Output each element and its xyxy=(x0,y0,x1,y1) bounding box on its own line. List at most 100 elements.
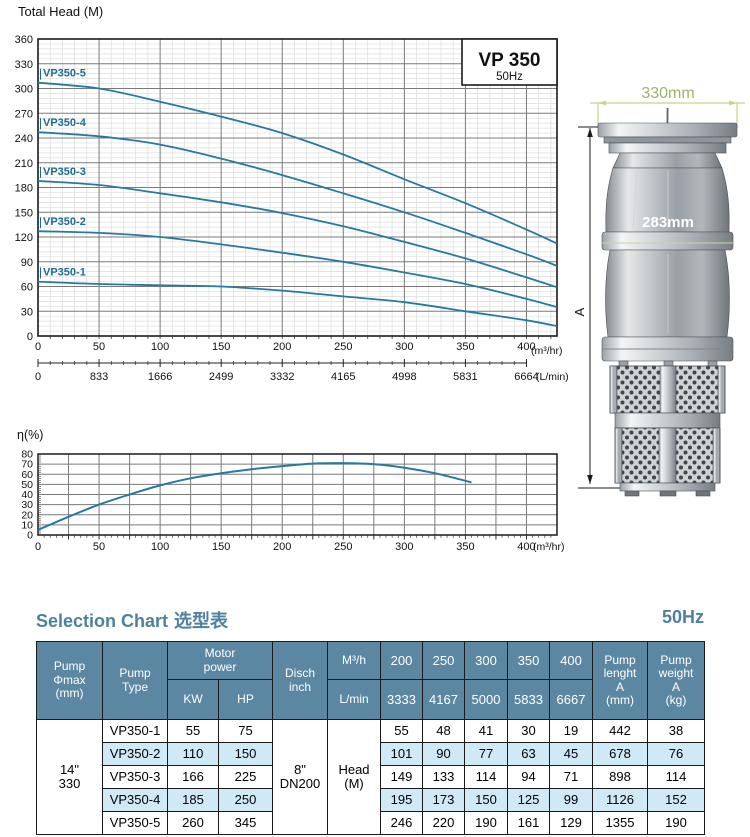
header-pump-phimax: Pump Φmax (mm) xyxy=(36,641,103,720)
pump-width-dim-label: 330mm xyxy=(641,85,694,102)
curve-label-VP350-5: VP350-5 xyxy=(43,68,86,80)
header-lmin-5833: 5833 xyxy=(507,679,550,720)
cell-kw: 55 xyxy=(167,719,219,743)
cell-pump-type: VP350-1 xyxy=(102,719,168,743)
cell-kw: 166 xyxy=(167,765,219,789)
cell-pump-weight: 76 xyxy=(647,742,705,766)
eff-x-tick-label: 200 xyxy=(273,541,291,553)
selection-table: Pump Φmax (mm) Pump Type Motor power Dis… xyxy=(36,641,705,835)
cell-pump-length: 678 xyxy=(592,742,648,766)
eff-axis-title: η(%) xyxy=(17,428,43,442)
eff-y-tick-label: 70 xyxy=(21,459,33,471)
cell-head-300: 190 xyxy=(464,811,508,835)
eff-x-tick-label: 350 xyxy=(456,541,474,553)
curve-label-VP350-2: VP350-2 xyxy=(43,216,86,228)
eff-x-tick-label: 250 xyxy=(334,541,352,553)
y-tick-label: 120 xyxy=(15,232,33,244)
cell-head-300: 77 xyxy=(464,742,508,766)
cell-hp: 75 xyxy=(218,719,273,743)
cell-pump-weight: 38 xyxy=(647,719,705,743)
table-row-VP350-3: VP350-3 166 225 149 133 114 94 71 898 114 xyxy=(37,765,705,789)
eff-y-tick-label: 40 xyxy=(21,489,33,501)
header-flow-200: 200 xyxy=(380,641,423,680)
y-tick-label: 180 xyxy=(15,183,33,195)
x2-tick-label: 833 xyxy=(90,371,108,383)
curve-label-VP350-1: VP350-1 xyxy=(43,267,86,279)
cell-pump-phimax: 14" 330 xyxy=(36,719,103,835)
cell-pump-weight: 190 xyxy=(647,811,705,835)
head-curves xyxy=(38,81,557,327)
table-row-VP350-2: VP350-2 110 150 101 90 77 63 45 678 76 xyxy=(37,742,705,766)
cell-head-200: 149 xyxy=(380,765,423,789)
curve-label-VP350-3: VP350-3 xyxy=(43,166,86,178)
cell-disch: 8" DN200 xyxy=(272,719,328,835)
selection-chart-title-zh: 选型表 xyxy=(174,611,229,631)
curve-VP350-5 xyxy=(38,81,557,245)
pump-body xyxy=(597,108,738,497)
cell-kw: 185 xyxy=(167,788,219,812)
cell-pump-length: 898 xyxy=(592,765,648,789)
efficiency-chart: η(%) 0 10 20 30 40 50 60 70 80 0 50 100 150 200 250 300 3… xyxy=(0,423,600,563)
x2-tick-label: 5831 xyxy=(453,371,477,383)
y-tick-label: 0 xyxy=(27,331,33,343)
eff-y-tick-label: 30 xyxy=(21,499,33,511)
header-kw: KW xyxy=(167,679,219,720)
selection-chart-title-en: Selection Chart xyxy=(36,611,169,631)
y-tick-label: 60 xyxy=(21,282,33,294)
head-chart-svg: Total Head (M) 0 30 60 90 120 150 180 210 240 270 3… xyxy=(15,4,569,383)
curve-VP350-4 xyxy=(38,131,557,267)
y-tick-label: 90 xyxy=(21,257,33,269)
table-row-VP350-5: VP350-5 260 345 246 220 190 161 129 1355 190 xyxy=(37,811,705,835)
x-tick-label: 400 xyxy=(517,341,535,353)
cell-head-250: 173 xyxy=(422,788,465,812)
header-flow-300: 300 xyxy=(464,641,508,680)
eff-x-tick-label: 50 xyxy=(93,541,105,553)
x-tick-label: 150 xyxy=(212,341,230,353)
y-tick-label: 360 xyxy=(15,34,33,46)
eff-y-tick-label: 50 xyxy=(21,479,33,491)
x-tick-label: 250 xyxy=(334,341,352,353)
y-tick-label: 30 xyxy=(21,306,33,318)
pump-diameter-dim-label: 283mm xyxy=(642,214,694,231)
y-tick-label: 330 xyxy=(15,59,33,71)
cell-head-250: 90 xyxy=(422,742,465,766)
table-row-VP350-4: VP350-4 185 250 195 173 150 125 99 1126 152 xyxy=(37,788,705,812)
cell-pump-type: VP350-4 xyxy=(102,788,168,812)
efficiency-curve xyxy=(37,462,472,531)
curve-VP350-2 xyxy=(38,230,557,308)
selection-chart-title: Selection Chart 选型表 50Hz xyxy=(36,607,704,633)
frequency-label: 50Hz xyxy=(661,607,704,627)
curve-VP350-1 xyxy=(38,280,557,327)
cell-pump-type: VP350-2 xyxy=(102,742,168,766)
cell-hp: 250 xyxy=(218,788,273,812)
cell-hp: 225 xyxy=(218,765,273,789)
cell-pump-length: 1126 xyxy=(592,788,648,812)
cell-head-200: 55 xyxy=(380,719,423,743)
header-pump-weight: Pump weight A (kg) xyxy=(647,641,705,720)
x-tick-label: 300 xyxy=(395,341,413,353)
x2-tick-label: 2499 xyxy=(209,371,233,383)
header-pump-type: Pump Type xyxy=(102,641,168,720)
eff-x-tick-label: 300 xyxy=(395,541,413,553)
eff-y-tick-label: 10 xyxy=(21,519,33,531)
cell-kw: 260 xyxy=(167,811,219,835)
chart-title-box xyxy=(461,38,558,86)
cell-head-300: 114 xyxy=(464,765,508,789)
chart-subtitle: 50Hz xyxy=(496,71,523,83)
cell-head-400: 99 xyxy=(549,788,593,812)
eff-y-tick-label: 0 xyxy=(27,530,33,542)
cell-hp: 150 xyxy=(218,742,273,766)
x-tick-label: 200 xyxy=(273,341,291,353)
pump-height-dim-label: A xyxy=(575,307,587,316)
cell-head-300: 150 xyxy=(464,788,508,812)
cell-head-200: 246 xyxy=(380,811,423,835)
cell-pump-weight: 114 xyxy=(647,765,705,789)
header-m3h: M³/h xyxy=(327,641,381,680)
eff-y-tick-label: 80 xyxy=(21,449,33,461)
cell-pump-type: VP350-3 xyxy=(102,765,168,789)
cell-head-400: 71 xyxy=(549,765,593,789)
header-lmin: L/min xyxy=(327,679,381,720)
cell-head-350: 63 xyxy=(507,742,550,766)
